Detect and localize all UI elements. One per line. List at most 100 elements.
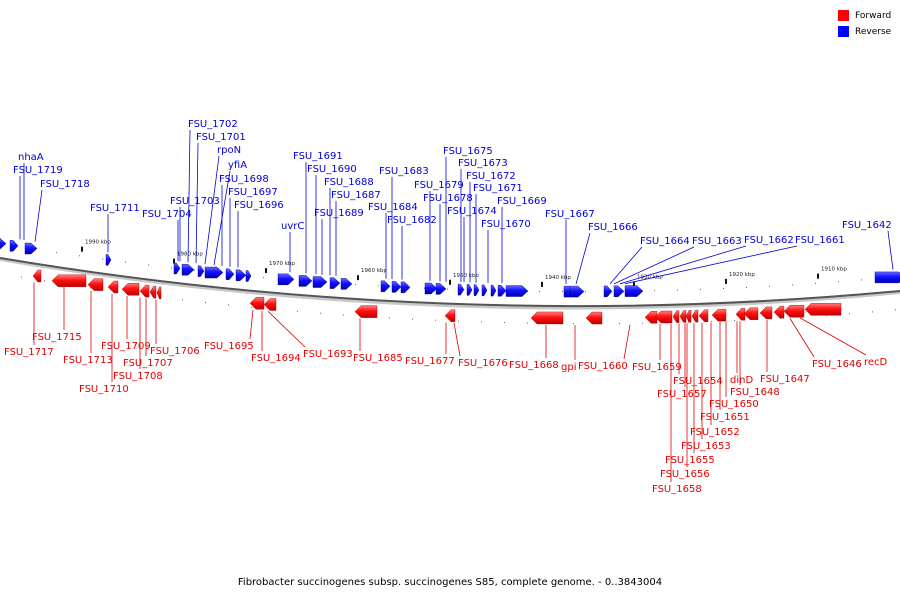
forward-gene-arrow[interactable]: [156, 286, 162, 300]
gene-uvrc[interactable]: uvrC: [281, 221, 304, 232]
gene-fsu-1690[interactable]: FSU_1690: [307, 164, 357, 175]
gene-label[interactable]: FSU_1658: [652, 484, 702, 495]
forward-gene-arrow[interactable]: [32, 269, 42, 283]
forward-gene-arrow[interactable]: [139, 284, 150, 298]
gene-fsu-1678[interactable]: FSU_1678: [423, 193, 473, 204]
gene-label[interactable]: FSU_1711: [90, 203, 140, 214]
gene-gpi[interactable]: gpi: [561, 362, 576, 373]
gene-label[interactable]: FSU_1682: [387, 215, 437, 226]
reverse-gene-arrow[interactable]: [173, 262, 181, 275]
gene-fsu-1675[interactable]: FSU_1675: [443, 146, 493, 157]
reverse-gene-arrow[interactable]: [400, 281, 411, 294]
gene-fsu-1669[interactable]: FSU_1669: [497, 196, 547, 207]
gene-label[interactable]: FSU_1652: [690, 427, 740, 438]
gene-label[interactable]: FSU_1703: [170, 196, 220, 207]
gene-label[interactable]: FSU_1650: [709, 399, 759, 410]
gene-label[interactable]: FSU_1698: [219, 174, 269, 185]
gene-fsu-1715[interactable]: FSU_1715: [32, 332, 82, 343]
gene-label[interactable]: FSU_1672: [466, 171, 516, 182]
gene-label[interactable]: FSU_1710: [79, 384, 129, 395]
gene-fsu-1718[interactable]: FSU_1718: [40, 179, 90, 190]
forward-gene-arrow[interactable]: [804, 303, 842, 316]
forward-gene-arrow[interactable]: [354, 305, 378, 318]
gene-label[interactable]: FSU_1688: [324, 177, 374, 188]
gene-label[interactable]: FSU_1642: [842, 220, 892, 231]
gene-nhaa[interactable]: nhaA: [18, 152, 44, 163]
gene-fsu-1693[interactable]: FSU_1693: [303, 349, 353, 360]
gene-label[interactable]: FSU_1690: [307, 164, 357, 175]
reverse-gene-arrow[interactable]: [225, 268, 235, 280]
gene-label[interactable]: FSU_1715: [32, 332, 82, 343]
gene-label[interactable]: gpi: [561, 362, 576, 373]
gene-fsu-1657[interactable]: FSU_1657: [657, 389, 707, 400]
forward-gene-arrow[interactable]: [698, 309, 709, 322]
gene-label[interactable]: FSU_1676: [458, 358, 508, 369]
gene-fsu-1691[interactable]: FSU_1691: [293, 151, 343, 162]
gene-label[interactable]: FSU_1679: [414, 180, 464, 191]
reverse-gene-arrow[interactable]: [424, 282, 438, 295]
gene-label[interactable]: FSU_1693: [303, 349, 353, 360]
gene-label[interactable]: FSU_1667: [545, 209, 595, 220]
reverse-gene-arrow[interactable]: [9, 240, 19, 252]
gene-label[interactable]: FSU_1697: [228, 187, 278, 198]
gene-label[interactable]: dinD: [730, 375, 753, 386]
gene-fsu-1642[interactable]: FSU_1642: [842, 220, 892, 231]
gene-fsu-1672[interactable]: FSU_1672: [466, 171, 516, 182]
gene-fsu-1702[interactable]: FSU_1702: [188, 119, 238, 130]
gene-fsu-1651[interactable]: FSU_1651: [700, 412, 750, 423]
reverse-gene-arrow[interactable]: [197, 265, 205, 277]
gene-fsu-1713[interactable]: FSU_1713: [63, 355, 113, 366]
reverse-gene-arrow[interactable]: [0, 237, 7, 250]
reverse-gene-arrow[interactable]: [204, 266, 224, 279]
forward-gene-arrow[interactable]: [444, 309, 456, 322]
gene-fsu-1664[interactable]: FSU_1664: [640, 236, 690, 247]
forward-gene-arrow[interactable]: [644, 311, 658, 324]
gene-fsu-1659[interactable]: FSU_1659: [632, 362, 682, 373]
gene-fsu-1673[interactable]: FSU_1673: [458, 158, 508, 169]
reverse-gene-arrow[interactable]: [613, 285, 625, 298]
forward-gene-arrow[interactable]: [107, 280, 119, 294]
reverse-gene-arrow[interactable]: [505, 285, 529, 297]
gene-fsu-1695[interactable]: FSU_1695: [204, 341, 254, 352]
gene-yfia[interactable]: yfiA: [228, 160, 247, 171]
forward-gene-arrow[interactable]: [530, 311, 564, 325]
forward-gene-arrow[interactable]: [691, 309, 699, 323]
gene-fsu-1706[interactable]: FSU_1706: [150, 346, 200, 357]
gene-fsu-1709[interactable]: FSU_1709: [101, 341, 151, 352]
reverse-gene-arrow[interactable]: [245, 270, 252, 282]
gene-dind[interactable]: dinD: [730, 375, 753, 386]
gene-label[interactable]: FSU_1674: [447, 206, 497, 217]
gene-label[interactable]: FSU_1662: [744, 235, 794, 246]
gene-fsu-1670[interactable]: FSU_1670: [481, 219, 531, 230]
forward-gene-arrow[interactable]: [121, 283, 140, 296]
gene-fsu-1656[interactable]: FSU_1656: [660, 469, 710, 480]
gene-label[interactable]: FSU_1687: [331, 190, 381, 201]
gene-fsu-1654[interactable]: FSU_1654: [673, 376, 723, 387]
gene-fsu-1698[interactable]: FSU_1698: [219, 174, 269, 185]
gene-fsu-1647[interactable]: FSU_1647: [760, 374, 810, 385]
forward-gene-arrow[interactable]: [783, 305, 805, 318]
reverse-gene-arrow[interactable]: [874, 271, 900, 284]
reverse-gene-arrow[interactable]: [569, 285, 585, 298]
gene-label[interactable]: FSU_1646: [812, 359, 862, 370]
gene-label[interactable]: nhaA: [18, 152, 44, 163]
gene-label[interactable]: FSU_1670: [481, 219, 531, 230]
gene-fsu-1684[interactable]: FSU_1684: [368, 202, 418, 213]
gene-label[interactable]: FSU_1656: [660, 469, 710, 480]
reverse-gene-arrow[interactable]: [473, 284, 480, 296]
forward-gene-arrow[interactable]: [149, 285, 157, 299]
forward-gene-arrow[interactable]: [743, 307, 759, 320]
gene-label[interactable]: FSU_1702: [188, 119, 238, 130]
gene-fsu-1708[interactable]: FSU_1708: [113, 371, 163, 382]
forward-gene-arrow[interactable]: [249, 297, 265, 310]
reverse-gene-arrow[interactable]: [466, 284, 473, 296]
gene-label[interactable]: FSU_1657: [657, 389, 707, 400]
reverse-gene-arrow[interactable]: [481, 284, 488, 297]
gene-label[interactable]: FSU_1708: [113, 371, 163, 382]
gene-fsu-1683[interactable]: FSU_1683: [379, 166, 429, 177]
gene-fsu-1646[interactable]: FSU_1646: [812, 359, 862, 370]
reverse-gene-arrow[interactable]: [24, 242, 38, 255]
gene-label[interactable]: FSU_1694: [251, 353, 301, 364]
gene-fsu-1650[interactable]: FSU_1650: [709, 399, 759, 410]
reverse-gene-arrow[interactable]: [277, 273, 295, 286]
